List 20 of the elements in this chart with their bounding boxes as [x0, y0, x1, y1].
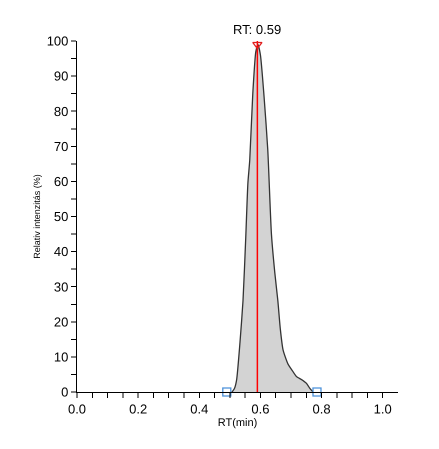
y-tick-label: 40: [54, 244, 68, 260]
y-tick-label: 70: [54, 138, 68, 154]
y-tick-label: 50: [54, 209, 68, 224]
y-tick-label: 90: [54, 68, 68, 84]
y-tick-label: 20: [54, 314, 68, 330]
annotation: RT: 0.59: [233, 22, 282, 37]
y-tick-label: 30: [54, 279, 68, 294]
y-tick-label: 80: [54, 104, 68, 119]
y-tick-label: 10: [54, 349, 68, 364]
y-tick-label: 0: [61, 384, 68, 400]
y-tick-label: 100: [46, 34, 68, 49]
x-tick-label: 0.8: [312, 402, 331, 417]
y-axis-title: Relativ intenzitás (%): [32, 174, 42, 259]
x-tick-label: 1.0: [374, 402, 392, 417]
x-axis-title: RT(min): [218, 416, 258, 429]
x-tick-label: 0.2: [129, 402, 148, 417]
x-tick-label: 0.6: [251, 402, 270, 417]
x-tick-label: 0.4: [190, 402, 208, 417]
y-tick-label: 60: [54, 174, 68, 189]
x-tick-label: 0.0: [68, 402, 86, 417]
